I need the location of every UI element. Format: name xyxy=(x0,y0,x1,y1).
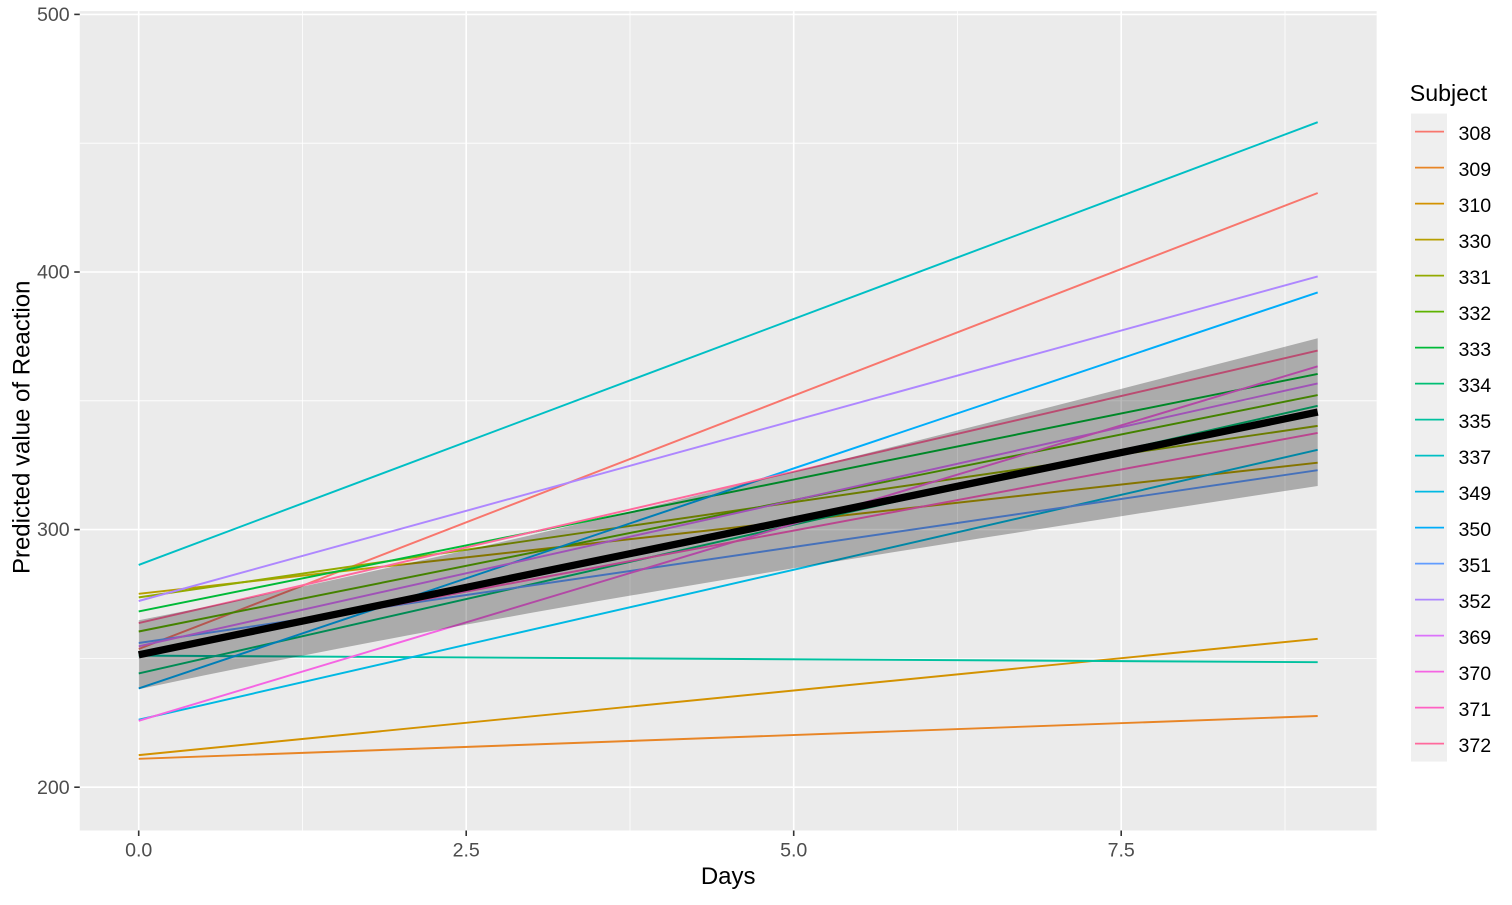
svg-text:350: 350 xyxy=(1459,519,1492,541)
svg-text:300: 300 xyxy=(37,519,70,541)
svg-text:333: 333 xyxy=(1459,339,1492,361)
svg-text:331: 331 xyxy=(1459,267,1492,289)
svg-text:Predicted value of Reaction: Predicted value of Reaction xyxy=(8,281,35,575)
svg-text:334: 334 xyxy=(1459,375,1492,397)
svg-text:337: 337 xyxy=(1459,447,1492,469)
svg-text:372: 372 xyxy=(1459,735,1492,757)
svg-text:7.5: 7.5 xyxy=(1108,839,1135,861)
svg-text:0.0: 0.0 xyxy=(125,839,152,861)
svg-text:500: 500 xyxy=(37,4,70,26)
svg-text:352: 352 xyxy=(1459,591,1492,613)
svg-text:200: 200 xyxy=(37,777,70,799)
svg-text:351: 351 xyxy=(1459,555,1492,577)
svg-text:330: 330 xyxy=(1459,231,1492,253)
svg-text:349: 349 xyxy=(1459,483,1492,505)
svg-text:308: 308 xyxy=(1459,123,1492,145)
svg-text:Days: Days xyxy=(701,863,756,890)
svg-text:400: 400 xyxy=(37,262,70,284)
svg-text:369: 369 xyxy=(1459,627,1492,649)
svg-text:Subject: Subject xyxy=(1410,80,1488,106)
svg-text:2.5: 2.5 xyxy=(453,839,480,861)
svg-text:309: 309 xyxy=(1459,159,1492,181)
svg-text:310: 310 xyxy=(1459,195,1492,217)
svg-text:335: 335 xyxy=(1459,411,1492,433)
svg-text:371: 371 xyxy=(1459,699,1492,721)
svg-text:370: 370 xyxy=(1459,663,1492,685)
svg-text:5.0: 5.0 xyxy=(780,839,807,861)
svg-text:332: 332 xyxy=(1459,303,1492,325)
